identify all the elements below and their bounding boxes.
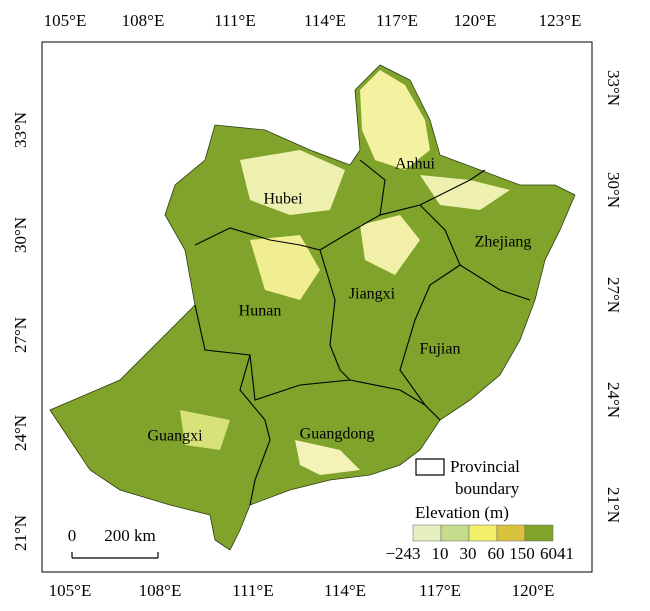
elevation-swatch (412, 524, 442, 542)
legend-boundary-label: boundary (455, 479, 520, 498)
top-tick-label: 105°E (44, 11, 87, 30)
legend-title: Elevation (m) (415, 503, 509, 522)
elevation-break-label: 6041 (540, 544, 574, 563)
lowland-patches (180, 70, 510, 475)
left-tick-label: 33°N (11, 112, 30, 148)
top-tick-label: 111°E (214, 11, 255, 30)
top-tick-label: 108°E (122, 11, 165, 30)
right-tick-label: 21°N (604, 487, 623, 523)
top-tick-label: 120°E (454, 11, 497, 30)
province-label: Jiangxi (349, 286, 396, 303)
province-label: Guangdong (300, 426, 375, 443)
province-boundaries (194, 159, 531, 506)
elevation-break-label: 30 (460, 544, 477, 563)
province-label: Fujian (420, 341, 461, 358)
province-label: Hubei (263, 191, 303, 208)
bottom-tick-label: 108°E (139, 581, 182, 600)
boundary-swatch (415, 458, 445, 476)
elevation-swatch (468, 524, 498, 542)
elevation-break-label: 150 (509, 544, 535, 563)
top-tick-label: 123°E (539, 11, 582, 30)
elevation-colorbar (412, 524, 554, 542)
right-tick-label: 27°N (604, 277, 623, 313)
left-tick-label: 21°N (11, 515, 30, 551)
top-tick-label: 114°E (304, 11, 346, 30)
right-tick-label: 33°N (604, 70, 623, 106)
left-tick-label: 30°N (11, 217, 30, 253)
scale-zero: 0 (68, 526, 77, 545)
elevation-break-label: −243 (385, 544, 420, 563)
elevation-swatch (440, 524, 470, 542)
top-tick-label: 117°E (376, 11, 418, 30)
elevation-swatch (496, 524, 526, 542)
bottom-tick-label: 114°E (324, 581, 366, 600)
elevation-break-label: 10 (432, 544, 449, 563)
left-tick-label: 24°N (11, 415, 30, 451)
scale-distance: 200 km (104, 526, 155, 545)
right-tick-label: 30°N (604, 172, 623, 208)
province-label: Hunan (239, 303, 282, 320)
bottom-tick-label: 111°E (232, 581, 273, 600)
elevation-swatch (524, 524, 554, 542)
province-label: Anhui (395, 156, 436, 173)
bottom-tick-label: 105°E (49, 581, 92, 600)
province-label: Zhejiang (475, 234, 532, 251)
bottom-tick-label: 120°E (512, 581, 555, 600)
right-tick-label: 24°N (604, 382, 623, 418)
legend-boundary-label: Provincial (450, 457, 520, 476)
elevation-break-label: 60 (488, 544, 505, 563)
bottom-tick-label: 117°E (419, 581, 461, 600)
province-label: Guangxi (147, 428, 203, 445)
left-tick-label: 27°N (11, 317, 30, 353)
